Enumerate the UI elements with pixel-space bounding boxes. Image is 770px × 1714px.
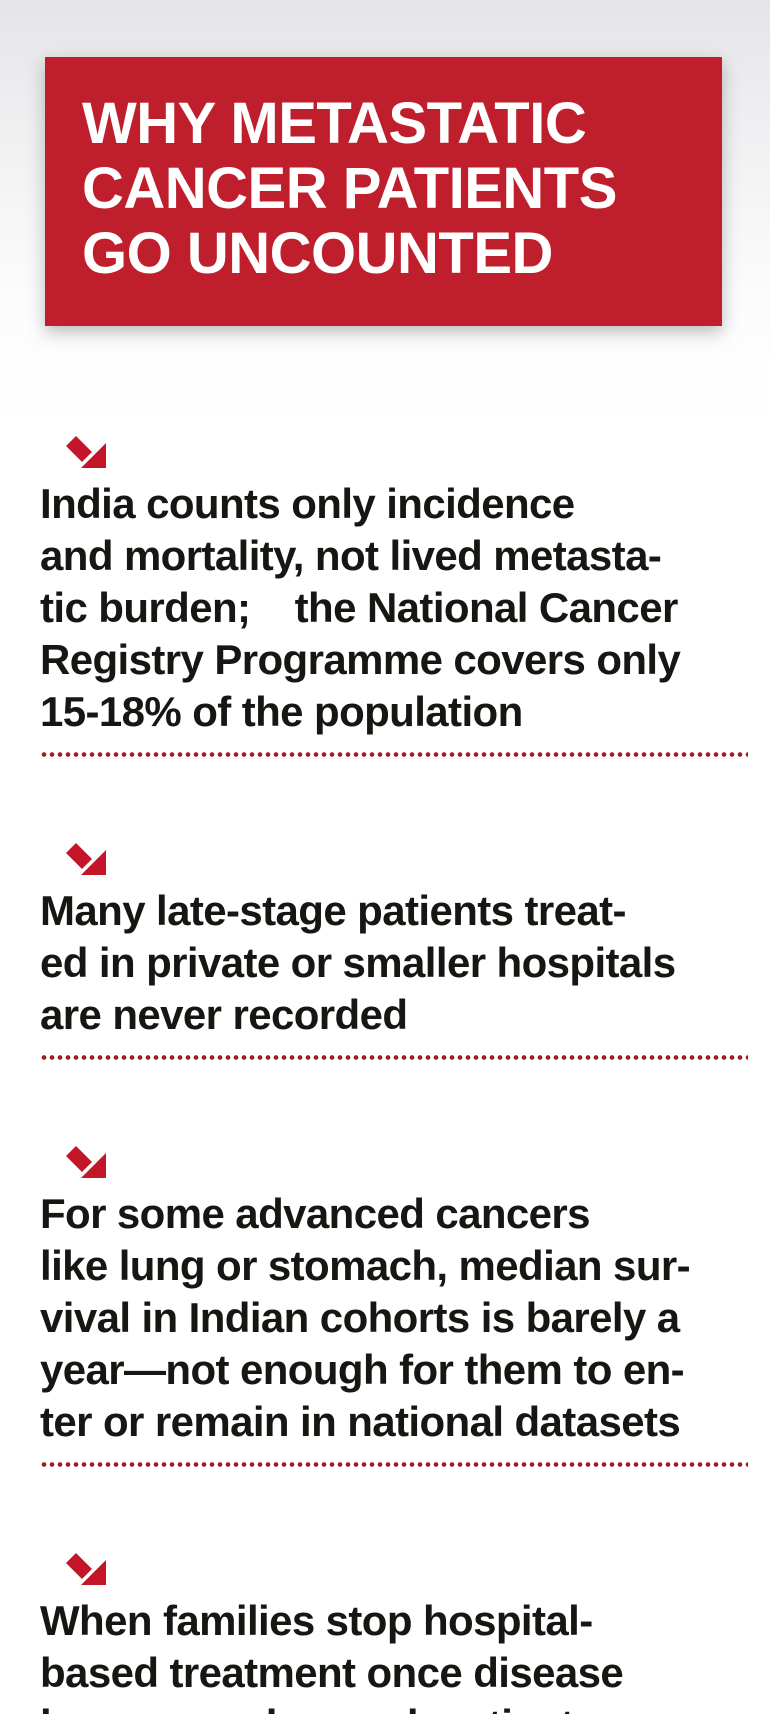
arrow-southeast-icon <box>66 1146 107 1178</box>
bullet-line: Many late-stage patients treat- <box>40 781 750 937</box>
dotted-divider <box>40 1462 748 1467</box>
bullet-line: Registry Programme covers only <box>40 636 681 683</box>
headline-card: WHY METASTATIC CANCER PATIENTS GO UNCOUN… <box>45 57 722 326</box>
bullet-line-text: India counts only incidence <box>40 480 575 527</box>
bullet-item: When families stop hospital-based treatm… <box>40 1491 750 1714</box>
bullet-line-text: Many late-stage patients treat- <box>40 887 626 934</box>
bullet-line: India counts only incidence <box>40 374 750 530</box>
bullet-line: tic burden; the National Cancer <box>40 584 678 631</box>
bullet-line-text: When families stop hospital- <box>40 1597 593 1644</box>
bullet-line: are never recorded <box>40 991 408 1038</box>
bullet-line: becomes advanced, patients are <box>40 1699 750 1714</box>
bullet-line: year—not enough for them to en- <box>40 1346 685 1393</box>
bullet-item: Many late-stage patients treat-ed in pri… <box>40 781 750 1041</box>
bullet-line: ter or remain in national datasets <box>40 1398 681 1445</box>
arrow-southeast-icon <box>66 436 107 468</box>
bullet-line: based treatment once disease <box>40 1649 624 1696</box>
bullet-line: 15-18% of the population <box>40 688 523 735</box>
bullet-line: ed in private or smaller hospitals <box>40 939 676 986</box>
arrow-southeast-icon <box>66 1553 107 1585</box>
dotted-divider <box>40 1055 748 1060</box>
dotted-divider <box>40 752 748 757</box>
bullet-line: For some advanced cancers <box>40 1084 750 1240</box>
bullet-line: like lung or stomach, median sur- <box>40 1242 691 1289</box>
headline-line: CANCER PATIENTS <box>82 156 617 221</box>
bullet-item: For some advanced cancers like lung or st… <box>40 1084 750 1448</box>
bullet-item: India counts only incidence and mortality… <box>40 374 750 738</box>
bullet-line-text: For some advanced cancers <box>40 1190 591 1237</box>
headline-line: GO UNCOUNTED <box>82 221 553 286</box>
arrow-southeast-icon <box>66 843 107 875</box>
bullet-line: When families stop hospital- <box>40 1491 750 1647</box>
bullet-list: India counts only incidence and mortality… <box>40 374 750 1714</box>
headline-line: WHY METASTATIC <box>82 91 587 156</box>
bullet-line: and mortality, not lived metasta- <box>40 532 662 579</box>
bullet-line: vival in Indian cohorts is barely a <box>40 1294 680 1341</box>
